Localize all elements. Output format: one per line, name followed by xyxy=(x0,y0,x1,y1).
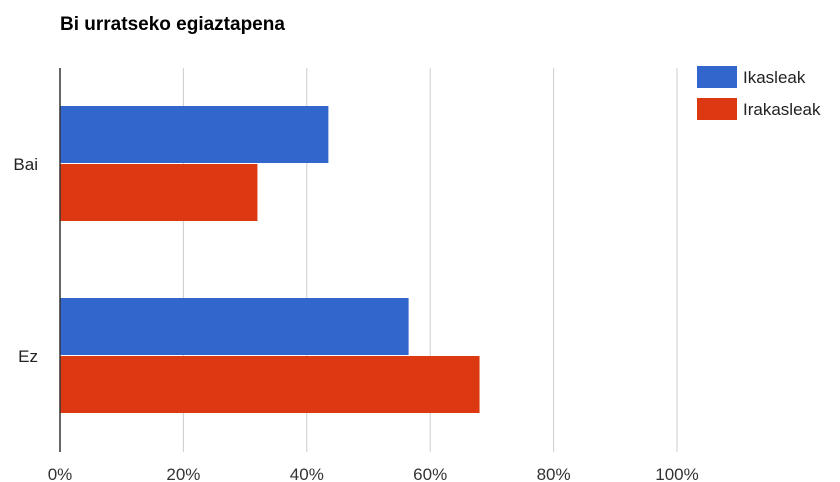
x-tick-label: 80% xyxy=(537,465,571,482)
bars xyxy=(60,106,480,413)
legend-label: Irakasleak xyxy=(743,100,821,119)
bar-ikasleak-ez xyxy=(60,298,409,355)
x-tick-label: 40% xyxy=(290,465,324,482)
bar-ikasleak-bai xyxy=(60,106,329,163)
category-label: Bai xyxy=(13,155,38,174)
legend-swatch xyxy=(697,98,737,120)
category-label: Ez xyxy=(18,347,38,366)
x-tick-label: 0% xyxy=(48,465,73,482)
legend: Ikasleak Irakasleak xyxy=(697,66,821,120)
x-tick-label: 60% xyxy=(413,465,447,482)
x-axis-ticks: 0% 20% 40% 60% 80% 100% xyxy=(48,465,699,482)
legend-label: Ikasleak xyxy=(743,68,806,87)
legend-swatch xyxy=(697,66,737,88)
bar-irakasleak-ez xyxy=(60,356,480,413)
y-axis-categories: Bai Ez xyxy=(13,155,38,366)
bar-irakasleak-bai xyxy=(60,164,258,221)
chart-title: Bi urratseko egiaztapena xyxy=(60,14,285,35)
x-tick-label: 100% xyxy=(655,465,698,482)
x-tick-label: 20% xyxy=(166,465,200,482)
